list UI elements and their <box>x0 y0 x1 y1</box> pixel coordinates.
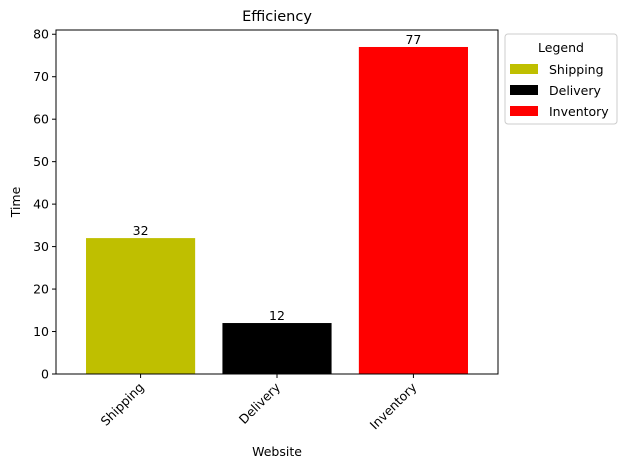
y-tick-label: 70 <box>33 69 49 84</box>
legend-swatch-inventory <box>510 106 538 116</box>
chart-title: Efficiency <box>242 9 312 25</box>
x-tick-label: Delivery <box>236 379 284 427</box>
legend-items: Shipping Delivery Inventory <box>510 62 609 119</box>
bar-inventory <box>358 46 468 374</box>
data-label-shipping: 32 <box>133 223 149 238</box>
legend-label-delivery: Delivery <box>549 83 601 98</box>
x-axis-ticks: Shipping Delivery Inventory <box>98 374 420 432</box>
plot-area-frame <box>55 29 499 375</box>
y-tick-label: 80 <box>33 27 49 42</box>
legend: Legend Shipping Delivery Inventory <box>504 33 618 125</box>
data-label-delivery: 12 <box>269 308 285 323</box>
x-axis-label: Website <box>252 444 302 459</box>
bars <box>86 46 468 374</box>
bar-shipping <box>86 238 196 374</box>
legend-swatch-delivery <box>510 85 538 95</box>
y-tick-label: 0 <box>41 367 49 382</box>
legend-frame <box>504 33 618 125</box>
y-tick-label: 40 <box>33 197 49 212</box>
legend-label-inventory: Inventory <box>549 104 609 119</box>
legend-title: Legend <box>538 40 584 55</box>
data-labels: 32 12 77 <box>133 32 422 323</box>
y-axis-label: Time <box>8 186 23 218</box>
y-tick-label: 10 <box>33 324 49 339</box>
x-tick-label: Inventory <box>367 379 420 432</box>
y-tick-label: 50 <box>33 154 49 169</box>
legend-label-shipping: Shipping <box>549 62 604 77</box>
x-tick-label: Shipping <box>98 380 147 429</box>
data-label-inventory: 77 <box>405 32 421 47</box>
y-tick-label: 20 <box>33 282 49 297</box>
legend-swatch-shipping <box>510 64 538 74</box>
bar-delivery <box>222 323 332 374</box>
y-tick-label: 60 <box>33 112 49 127</box>
y-tick-label: 30 <box>33 239 49 254</box>
y-axis-ticks: 0 10 20 30 40 50 60 70 80 <box>33 27 56 382</box>
